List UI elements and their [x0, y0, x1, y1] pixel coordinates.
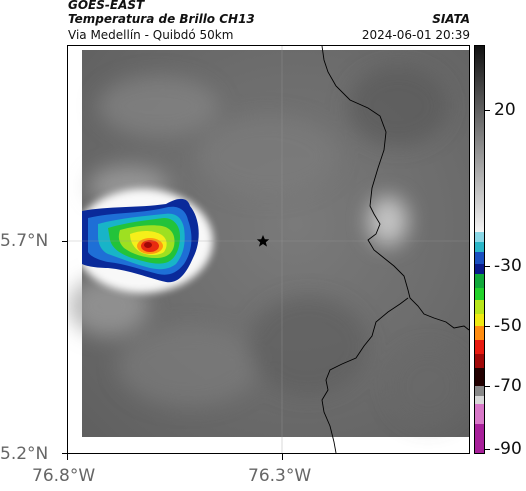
map-canvas — [68, 46, 469, 453]
boundary-line-east — [321, 297, 409, 453]
satellite-source: GOES-EAST — [68, 0, 145, 12]
cbtick-minus90 — [485, 449, 490, 450]
ytick-5.2 — [62, 453, 68, 454]
ylabel-5.2N: 5.2°N — [0, 444, 49, 464]
star-icon — [256, 235, 270, 247]
xlabel-76.3W: 76.3°W — [248, 466, 312, 486]
xlabel-76.8W: 76.8°W — [32, 466, 96, 486]
ytick-5.7 — [62, 241, 68, 242]
brand-label: SIATA — [432, 12, 470, 26]
colorbar-label-minus90: -90 — [494, 439, 522, 459]
xtick-76.3 — [282, 454, 283, 460]
cbtick-minus70 — [485, 386, 490, 387]
colorbar-label-minus30: -30 — [494, 256, 522, 276]
cbtick-minus50 — [485, 326, 490, 327]
boundary-line-southeast — [409, 297, 469, 331]
boundary-line-north — [321, 46, 411, 299]
colorbar-label-minus70: -70 — [494, 376, 522, 396]
timestamp: 2024-06-01 20:39 — [361, 28, 470, 42]
colorbar — [474, 45, 485, 454]
cbtick-minus30 — [485, 266, 490, 267]
colorbar-label-20: 20 — [494, 100, 516, 120]
region-subtitle: Via Medellín - Quibdó 50km — [68, 28, 234, 42]
product-title: Temperatura de Brillo CH13 — [68, 12, 255, 26]
ylabel-5.7N: 5.7°N — [0, 231, 49, 251]
colorbar-label-minus50: -50 — [494, 316, 522, 336]
cbtick-20 — [485, 110, 490, 111]
xtick-76.8 — [67, 454, 68, 460]
